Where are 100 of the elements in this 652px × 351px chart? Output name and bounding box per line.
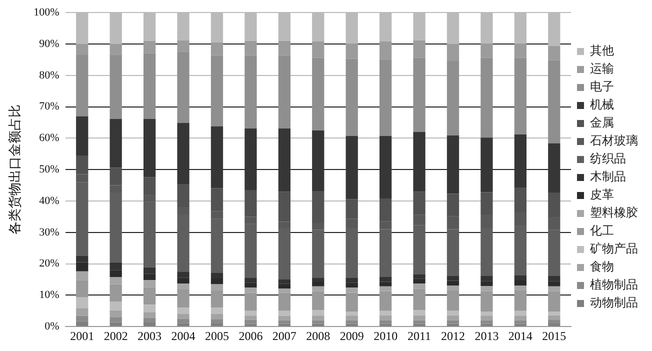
legend-label: 塑料橡胶 — [590, 206, 638, 220]
legend-label: 石材玻璃 — [590, 134, 638, 148]
bar — [210, 126, 224, 188]
y-tick-label: 10% — [39, 289, 60, 302]
bar — [177, 323, 190, 326]
x-tick-label: 2002 — [104, 328, 128, 343]
bar — [76, 271, 88, 280]
bar — [548, 60, 560, 144]
x-tick-label: 2001 — [70, 328, 94, 343]
legend-label: 金属 — [590, 116, 614, 130]
bar — [446, 315, 460, 320]
bar — [177, 40, 190, 52]
bar — [210, 319, 224, 324]
bar — [177, 122, 190, 184]
bar — [514, 285, 526, 290]
x-tick-label: 2012 — [440, 328, 465, 343]
y-axis-title: 各类货物出口金额占比 — [7, 104, 22, 235]
legend-label: 其他 — [590, 44, 614, 58]
bar — [110, 284, 122, 302]
bar — [480, 291, 493, 312]
bar — [143, 287, 156, 305]
bar — [346, 58, 358, 136]
bar — [76, 308, 88, 316]
legend-label: 机械 — [590, 98, 614, 112]
bar — [480, 312, 493, 316]
bar — [210, 42, 224, 56]
bar — [177, 290, 190, 308]
bar — [312, 58, 324, 130]
x-tick-label: 2007 — [272, 328, 296, 343]
bar — [480, 43, 493, 58]
bar — [480, 138, 493, 192]
bar — [446, 290, 460, 311]
bar — [480, 316, 493, 320]
y-tick-label: 30% — [39, 226, 60, 238]
bar — [278, 128, 290, 192]
bar — [346, 292, 358, 312]
y-tick-label: 80% — [39, 69, 60, 82]
bar — [177, 314, 190, 319]
bar — [413, 284, 426, 289]
bar — [143, 119, 156, 178]
bar — [446, 44, 460, 61]
bar — [514, 290, 526, 311]
bar — [244, 40, 257, 56]
x-tick-label: 2008 — [306, 328, 330, 343]
bar — [244, 292, 257, 311]
bar — [346, 312, 358, 316]
bar — [312, 320, 324, 324]
bar — [312, 316, 324, 320]
bar — [278, 316, 290, 320]
bar — [76, 44, 88, 55]
bar — [210, 314, 224, 320]
bar — [548, 46, 560, 60]
bar — [446, 135, 460, 194]
legend-label: 电子 — [590, 80, 614, 94]
bar — [346, 288, 358, 293]
bar — [514, 43, 526, 58]
bar — [446, 310, 460, 316]
bar — [548, 291, 560, 312]
bar — [413, 40, 426, 58]
bar — [514, 58, 526, 134]
bar — [177, 308, 190, 314]
bar — [210, 323, 224, 326]
x-tick-label: 2005 — [204, 328, 229, 343]
x-tick-label: 2015 — [542, 328, 566, 343]
bar — [110, 119, 122, 168]
bar — [413, 58, 426, 132]
bar — [346, 136, 358, 200]
bar — [143, 280, 156, 288]
x-tick-label: 2004 — [171, 328, 196, 343]
bar — [177, 52, 190, 123]
bar — [413, 320, 426, 324]
bar — [379, 320, 392, 324]
bar — [514, 316, 526, 320]
bar — [379, 136, 392, 198]
bar — [548, 143, 560, 193]
bar — [312, 291, 324, 310]
bar — [379, 41, 392, 60]
legend-label: 食物 — [590, 260, 614, 274]
bar — [446, 320, 460, 324]
legend-label: 纺织品 — [590, 152, 626, 166]
bar — [413, 132, 426, 192]
bar — [244, 320, 257, 324]
bar — [177, 284, 190, 290]
bar — [278, 288, 290, 293]
x-tick-label: 2006 — [238, 328, 263, 343]
bar — [143, 304, 156, 312]
bar — [278, 40, 290, 56]
legend-label: 木制品 — [590, 170, 626, 184]
y-tick-label: 90% — [39, 38, 60, 50]
bar — [76, 54, 88, 116]
bar — [548, 320, 560, 324]
x-tick-label: 2014 — [508, 328, 532, 343]
bar — [548, 286, 560, 292]
y-tick-label: 0% — [44, 320, 60, 332]
bar — [413, 310, 426, 316]
bar — [210, 308, 224, 314]
bar — [312, 278, 324, 282]
y-tick-label: 100% — [34, 6, 60, 18]
bar — [480, 320, 493, 324]
y-tick-label: 20% — [39, 258, 60, 270]
